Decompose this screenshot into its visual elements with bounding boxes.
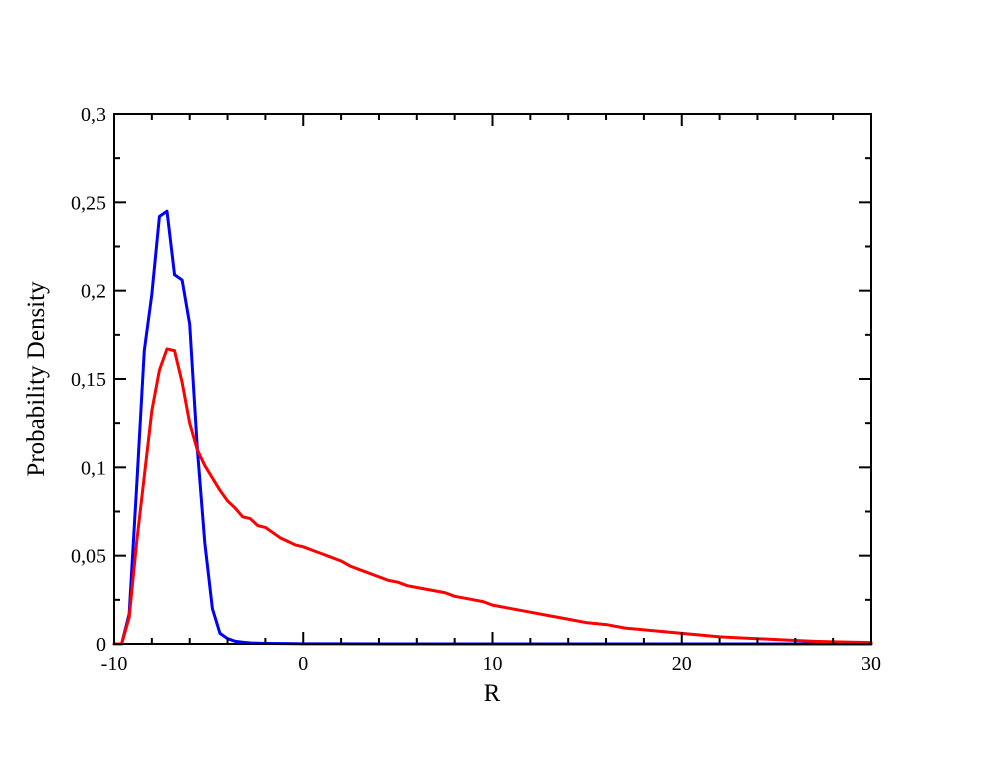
y-tick-label: 0,05 [71, 546, 106, 568]
x-tick-label: 0 [298, 653, 308, 675]
x-tick-label: 20 [672, 653, 692, 675]
x-tick-label: -10 [101, 653, 128, 675]
y-tick-label: 0,3 [81, 104, 106, 126]
plot-frame [113, 113, 872, 645]
x-axis-label: R [484, 680, 501, 707]
series-line-2 [112, 347, 873, 646]
y-tick-label: 0,15 [71, 369, 106, 391]
x-tick-label: 10 [483, 653, 503, 675]
y-tick-label: 0 [96, 634, 106, 656]
y-tick-label: 0,1 [81, 457, 106, 479]
y-axis-label: Probability Density [23, 281, 50, 477]
y-tick-label: 0,2 [81, 281, 106, 303]
y-tick-label: 0,25 [71, 192, 106, 214]
x-tick-label: 30 [861, 653, 881, 675]
